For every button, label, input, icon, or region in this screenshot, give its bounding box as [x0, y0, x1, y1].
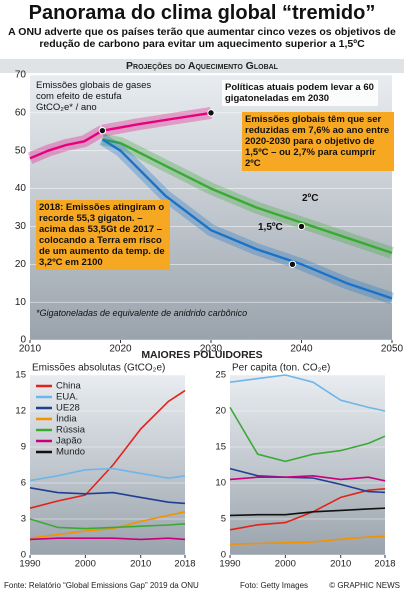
series-line — [229, 467, 386, 494]
series-line — [29, 389, 186, 509]
legend-label: China — [56, 381, 82, 392]
x-tick-label: 2010 — [130, 559, 151, 570]
series-line — [29, 487, 186, 505]
section-title: MAIORES POLUIDORES — [141, 349, 262, 361]
series-line — [29, 129, 104, 160]
annotation: Políticas atuais podem levar a 60 gigato… — [222, 80, 378, 106]
x-tick-label: 2018 — [174, 559, 195, 570]
annotation: 2018: Emissões atingiram o recorde 55,3 … — [36, 200, 170, 270]
series-line — [229, 535, 386, 545]
y-tick-label: 15 — [15, 370, 26, 381]
y-tick-label: 3 — [21, 514, 26, 525]
y-tick-label: 20 — [15, 259, 27, 270]
y-tick-label: 10 — [15, 297, 27, 308]
x-tick-label: 2000 — [75, 559, 96, 570]
series-line — [102, 111, 212, 132]
y-tick-label: 60 — [15, 107, 27, 118]
legend-label: Índia — [56, 414, 77, 425]
legend-label: Mundo — [56, 447, 85, 458]
y-tick-label: 5 — [221, 514, 226, 525]
chart-subtitle: Emissões absolutas (GtCO₂e) — [32, 363, 165, 374]
series-line — [29, 467, 186, 482]
section-bar — [0, 59, 404, 73]
legend-label: Rússia — [56, 425, 86, 436]
point — [297, 222, 306, 231]
series-line — [29, 537, 186, 541]
series-line — [101, 138, 393, 300]
section-title: Projeções do Aquecimento Global — [126, 60, 279, 72]
x-tick-label: 1990 — [19, 559, 40, 570]
photo-credit: Foto: Getty Images — [240, 581, 308, 590]
series-line — [229, 374, 386, 412]
x-tick-label: 2020 — [109, 344, 132, 355]
y-tick-label: 9 — [21, 442, 26, 453]
annotation: 1,5ºC — [258, 222, 283, 233]
x-tick-label: 2010 — [19, 344, 42, 355]
annotation: Emissões globais têm que ser reduzidas e… — [242, 112, 394, 171]
credit: © GRAPHIC NEWS — [329, 581, 400, 590]
point — [288, 260, 297, 268]
x-tick-label: 2050 — [381, 344, 404, 355]
legend-label: Japão — [56, 436, 82, 447]
series-line — [229, 406, 386, 463]
y-tick-label: 20 — [215, 406, 226, 417]
y-tick-label: 30 — [15, 221, 27, 232]
y-tick-label: 0 — [20, 335, 26, 346]
legend-label: EUA. — [56, 392, 78, 403]
x-tick-label: 2010 — [330, 559, 351, 570]
y-tick-label: 25 — [215, 370, 226, 381]
y-tick-label: 15 — [215, 442, 226, 453]
series-line — [29, 511, 186, 539]
source: Fonte: Relatório “Global Emissions Gap” … — [4, 581, 199, 590]
legend-label: UE28 — [56, 403, 80, 414]
title: Panorama do clima global “tremido” — [28, 2, 376, 24]
x-tick-label: 2018 — [374, 559, 395, 570]
series-line — [102, 138, 393, 255]
series-line — [229, 507, 386, 517]
x-tick-label: 1990 — [219, 559, 240, 570]
series-line — [229, 475, 386, 482]
series-line — [29, 518, 186, 530]
x-tick-label: 2000 — [275, 559, 296, 570]
annotation: 2ºC — [302, 193, 319, 204]
chart-subtitle: Per capita (ton. CO₂e) — [232, 363, 330, 374]
annotation: Emissões globais de gases com efeito de … — [36, 80, 152, 113]
y-tick-label: 12 — [15, 406, 26, 417]
x-tick-label: 2040 — [290, 344, 313, 355]
y-tick-label: 50 — [15, 145, 27, 156]
subtitle: A ONU adverte que os países terão que au… — [8, 26, 396, 50]
y-tick-label: 40 — [15, 183, 27, 194]
y-tick-label: 10 — [215, 478, 226, 489]
y-tick-label: 0 — [21, 550, 26, 561]
y-tick-label: 70 — [15, 70, 27, 81]
y-tick-label: 6 — [21, 478, 26, 489]
point — [98, 126, 107, 135]
x-tick-label: 2030 — [200, 344, 223, 355]
photo-bg — [230, 375, 385, 555]
footnote: *Gigatoneladas de equivalente de anidrid… — [36, 308, 248, 318]
y-tick-label: 0 — [221, 550, 226, 561]
point — [207, 109, 215, 117]
